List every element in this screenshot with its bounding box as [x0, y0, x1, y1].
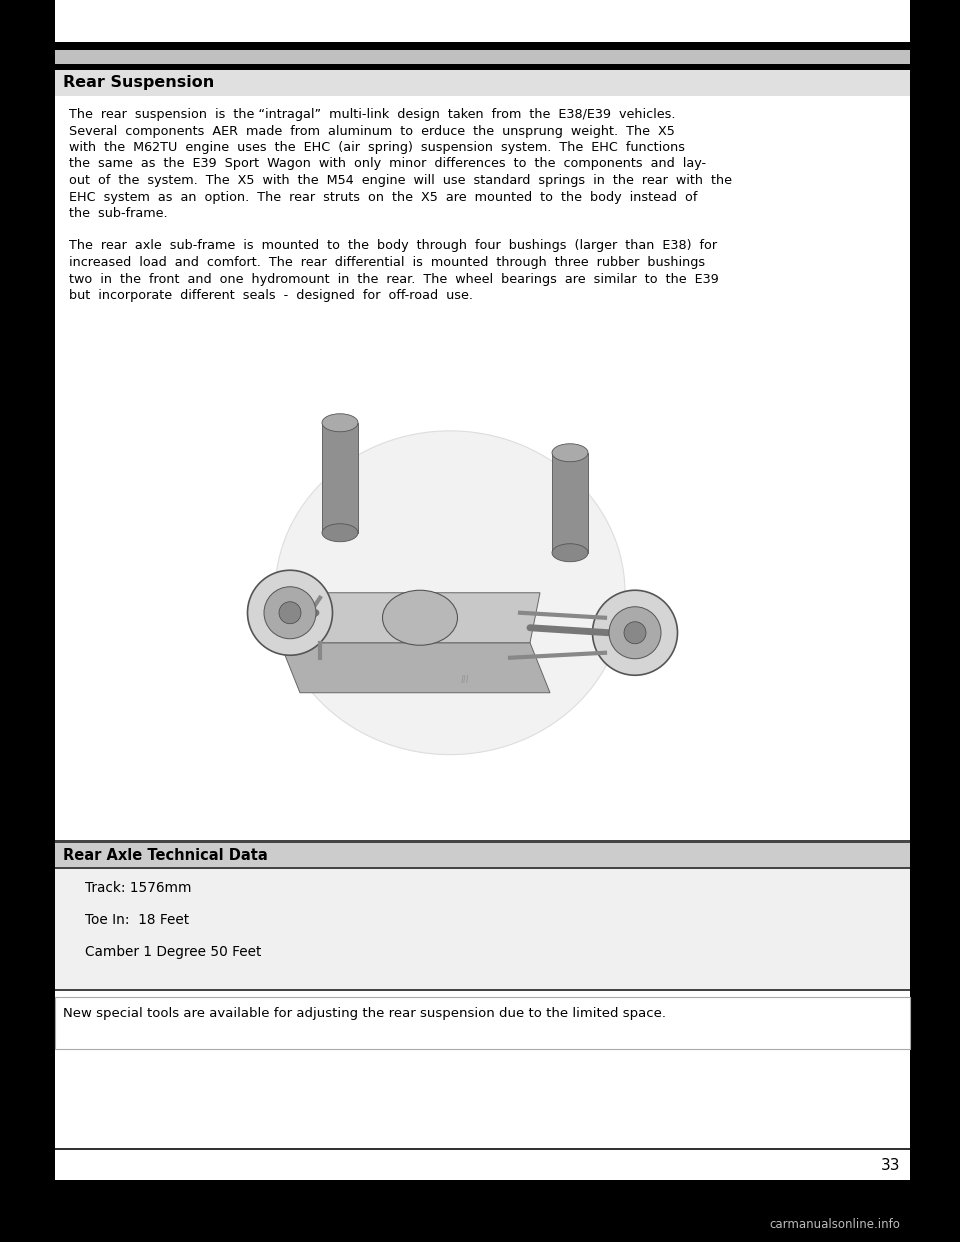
Ellipse shape: [382, 590, 458, 646]
Text: with  the  M62TU  engine  uses  the  EHC  (air  spring)  suspension  system.  Th: with the M62TU engine uses the EHC (air …: [69, 142, 685, 154]
Ellipse shape: [592, 590, 678, 676]
Ellipse shape: [279, 602, 301, 623]
Text: increased  load  and  comfort.  The  rear  differential  is  mounted  through  t: increased load and comfort. The rear dif…: [69, 256, 706, 270]
Bar: [55, 997, 910, 1049]
Bar: [55, 1061, 910, 1148]
Text: two  in  the  front  and  one  hydromount  in  the  rear.  The  wheel  bearings : two in the front and one hydromount in t…: [69, 272, 719, 286]
Text: Camber 1 Degree 50 Feet: Camber 1 Degree 50 Feet: [85, 945, 261, 959]
Text: Several  components  AER  made  from  aluminum  to  erduce  the  unsprung  weigh: Several components AER made from aluminu…: [69, 124, 675, 138]
Text: The  rear  axle  sub-frame  is  mounted  to  the  body  through  four  bushings : The rear axle sub-frame is mounted to th…: [69, 240, 717, 252]
Ellipse shape: [248, 570, 332, 656]
Text: The  rear  suspension  is  the “intragal”  multi-link  design  taken  from  the : The rear suspension is the “intragal” mu…: [69, 108, 676, 120]
Bar: [55, 867, 910, 869]
Text: Track: 1576mm: Track: 1576mm: [85, 881, 191, 895]
Polygon shape: [280, 643, 550, 693]
Ellipse shape: [552, 443, 588, 462]
Text: the  same  as  the  E39  Sport  Wagon  with  only  minor  differences  to  the  : the same as the E39 Sport Wagon with onl…: [69, 158, 707, 170]
Ellipse shape: [322, 414, 358, 432]
Bar: [55, 843, 910, 867]
Ellipse shape: [275, 431, 625, 755]
Ellipse shape: [624, 622, 646, 643]
Bar: [55, 989, 910, 991]
Bar: [322, 422, 358, 533]
Text: Rear Suspension: Rear Suspension: [63, 76, 214, 91]
Bar: [55, 70, 910, 1148]
Text: EHC  system  as  an  option.  The  rear  struts  on  the  X5  are  mounted  to  : EHC system as an option. The rear struts…: [69, 190, 697, 204]
Bar: [55, 840, 910, 843]
Text: New special tools are available for adjusting the rear suspension due to the lim: New special tools are available for adju…: [63, 1007, 666, 1020]
Bar: [55, 42, 910, 50]
Ellipse shape: [609, 607, 661, 658]
Bar: [55, 0, 910, 42]
Text: Toe In:  18 Feet: Toe In: 18 Feet: [85, 913, 189, 927]
Bar: [55, 997, 910, 1049]
Bar: [55, 1150, 910, 1180]
Text: but  incorporate  different  seals  -  designed  for  off-road  use.: but incorporate different seals - design…: [69, 289, 473, 302]
Bar: [55, 869, 910, 989]
Ellipse shape: [322, 524, 358, 542]
Text: carmanualsonline.info: carmanualsonline.info: [769, 1218, 900, 1231]
Text: Rear Axle Technical Data: Rear Axle Technical Data: [63, 847, 268, 862]
Ellipse shape: [264, 586, 316, 638]
Bar: [55, 65, 910, 70]
Bar: [55, 1148, 910, 1150]
Text: out  of  the  system.  The  X5  with  the  M54  engine  will  use  standard  spr: out of the system. The X5 with the M54 e…: [69, 174, 732, 188]
Bar: [55, 70, 910, 96]
Text: the  sub-frame.: the sub-frame.: [69, 207, 168, 220]
Bar: [0, 1185, 960, 1205]
Polygon shape: [280, 592, 540, 643]
Ellipse shape: [552, 544, 588, 561]
Bar: [55, 50, 910, 65]
Bar: [552, 453, 588, 553]
Text: 33: 33: [880, 1158, 900, 1172]
Text: III: III: [461, 674, 469, 684]
